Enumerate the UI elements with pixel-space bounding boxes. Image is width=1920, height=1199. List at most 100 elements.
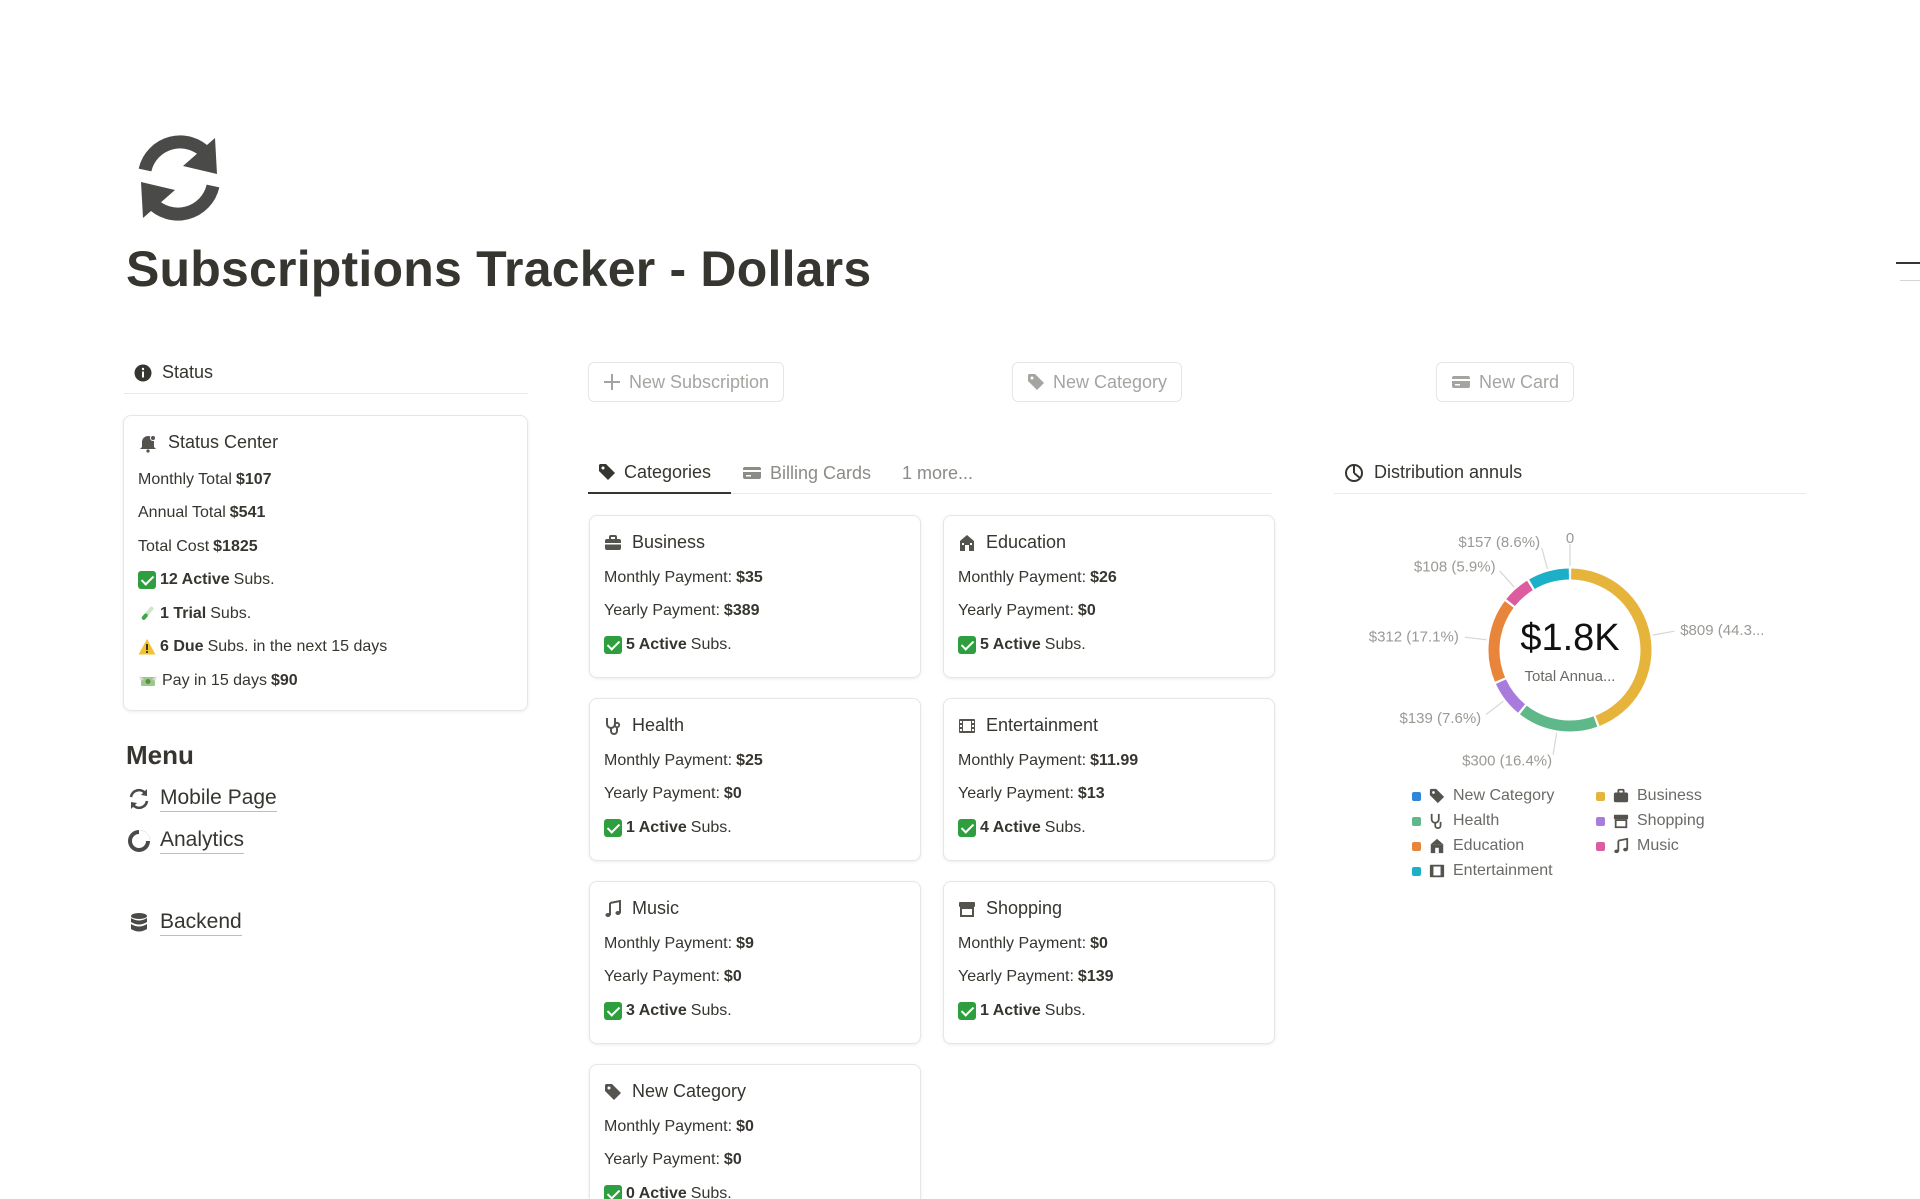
annual-total-value: $541 (229, 504, 266, 522)
legend-item-education[interactable]: Education (1412, 837, 1524, 855)
tab-billing-cards[interactable]: Billing Cards (742, 452, 871, 494)
refresh-arrows-icon (138, 135, 220, 221)
legend-swatch (1596, 791, 1605, 801)
stethoscope-icon (606, 717, 621, 735)
yearly-payment-row: Yearly Payment: $139 (958, 961, 1260, 995)
category-name: New Category (632, 1081, 747, 1101)
yearly-payment-label: Yearly Payment: (958, 785, 1074, 803)
annual-total-line: Annual Total $541 (138, 497, 513, 531)
category-title: Music (604, 898, 906, 919)
briefcase-icon (605, 534, 621, 550)
donut-slice-music[interactable] (1506, 580, 1533, 607)
legend-item-new-category[interactable]: New Category (1412, 787, 1554, 805)
monthly-payment-row: Monthly Payment: $26 (958, 561, 1260, 595)
yearly-payment-value: $139 (1077, 968, 1114, 986)
yearly-payment-row: Yearly Payment: $0 (604, 1144, 906, 1178)
view-tabs: Categories Billing Cards 1 more... (588, 452, 1272, 494)
active-subs-row: 3 Active Subs. (604, 994, 906, 1028)
donut-center-label: Total Annua... (1525, 668, 1616, 685)
new-category-button[interactable]: New Category (1012, 362, 1183, 402)
pie-chart-icon (1345, 463, 1363, 482)
category-title: Health (604, 715, 906, 736)
status-center-label: Status Center (168, 432, 279, 452)
monthly-payment-row: Monthly Payment: $9 (604, 927, 906, 961)
donut-slice-education[interactable] (1488, 601, 1514, 682)
pay-15-days-value: $90 (270, 671, 298, 689)
money-wings-icon (139, 675, 157, 686)
leader-line-music (1499, 570, 1515, 588)
menu-item-label[interactable]: Analytics (160, 828, 245, 854)
category-card-health[interactable]: Health Monthly Payment: $25 Yearly Paymen… (589, 698, 921, 861)
donut-slice-shopping[interactable] (1495, 679, 1526, 713)
donut-chart[interactable]: $809 (44.3... $300 (16.4%) $139 (7.6%) $312… (1334, 520, 1806, 880)
tag-icon (1429, 788, 1445, 804)
legend-item-entertainment[interactable]: Entertainment (1412, 862, 1553, 880)
subs-label: Subs. (690, 1001, 732, 1019)
status-center-card[interactable]: Status Center Monthly Total $107 Annual … (123, 415, 528, 711)
tab-more[interactable]: 1 more... (902, 462, 974, 483)
store-icon (1613, 814, 1629, 829)
monthly-payment-value: $11.99 (1090, 751, 1139, 769)
yearly-payment-label: Yearly Payment: (604, 602, 720, 620)
monthly-payment-label: Monthly Payment: (958, 934, 1087, 952)
active-count: 3 Active (626, 1001, 687, 1019)
legend-swatch (1412, 791, 1421, 801)
pay-15-days-line: Pay in 15 days $90 (138, 664, 513, 698)
category-card-education[interactable]: Education Monthly Payment: $26 Yearly Pay… (943, 515, 1275, 678)
active-subs-row: 0 Active Subs. (604, 1177, 906, 1199)
active-subs-row: 1 Active Subs. (958, 994, 1260, 1028)
category-title: New Category (604, 1081, 906, 1102)
due-subs-suffix: Subs. in the next 15 days (207, 638, 388, 656)
refresh-icon (129, 788, 149, 810)
total-cost-value: $1825 (213, 537, 258, 555)
legend-item-shopping[interactable]: Shopping (1596, 812, 1705, 830)
category-card-entertainment[interactable]: Entertainment Monthly Payment: $11.99 Yea… (943, 698, 1275, 861)
active-count: 4 Active (980, 818, 1041, 836)
page-title: Subscriptions Tracker - Dollars (126, 241, 872, 297)
new-card-button[interactable]: New Card (1436, 362, 1575, 402)
donut-slice-health[interactable] (1519, 705, 1598, 732)
menu-item-backend[interactable]: Backend (128, 910, 242, 936)
yearly-payment-label: Yearly Payment: (604, 1151, 720, 1169)
monthly-total-line: Monthly Total $107 (138, 463, 513, 497)
monthly-payment-value: $0 (1090, 934, 1108, 952)
tab-categories-label: Categories (624, 461, 712, 482)
category-name: Education (986, 532, 1067, 552)
monthly-payment-label: Monthly Payment: (958, 751, 1087, 769)
bell-icon (140, 434, 156, 453)
due-subs-line: 6 Due Subs. in the next 15 days (138, 631, 513, 665)
scroll-indicator[interactable] (1896, 262, 1920, 264)
info-icon (134, 364, 152, 381)
menu-title: Menu (126, 740, 194, 770)
donut-center-value: $1.8K (1520, 617, 1619, 659)
new-subscription-button[interactable]: New Subscription (588, 362, 785, 402)
menu-item-mobile-page[interactable]: Mobile Page (128, 786, 277, 812)
monthly-payment-label: Monthly Payment: (958, 568, 1087, 586)
active-count: 0 Active (626, 1184, 687, 1199)
active-subs-line: 12 Active Subs. (138, 564, 513, 598)
active-count: 1 Active (980, 1001, 1041, 1019)
film-icon (959, 718, 975, 733)
test-tube-icon (141, 606, 154, 620)
scroll-indicator-track (1900, 280, 1920, 281)
legend-item-health[interactable]: Health (1412, 812, 1499, 830)
menu-item-label[interactable]: Backend (160, 910, 242, 936)
yearly-payment-row: Yearly Payment: $0 (958, 595, 1260, 629)
menu-item-analytics[interactable]: Analytics (128, 828, 245, 854)
subs-label: Subs. (1044, 1001, 1086, 1019)
subs-label: Subs. (690, 1184, 732, 1199)
menu-item-label[interactable]: Mobile Page (160, 786, 277, 812)
category-card-shopping[interactable]: Shopping Monthly Payment: $0 Yearly Payme… (943, 881, 1275, 1044)
category-card-business[interactable]: Business Monthly Payment: $35 Yearly Paym… (589, 515, 921, 678)
donut-slice-entertainment[interactable] (1529, 568, 1570, 590)
category-card-new-category[interactable]: New Category Monthly Payment: $0 Yearly P… (589, 1064, 921, 1199)
leader-line-education (1464, 636, 1487, 641)
legend-swatch (1596, 841, 1605, 851)
legend-item-music[interactable]: Music (1596, 837, 1679, 855)
active-count: 5 Active (980, 635, 1041, 653)
legend-item-business[interactable]: Business (1596, 787, 1702, 805)
donut-slice-business[interactable] (1570, 568, 1652, 726)
category-card-music[interactable]: Music Monthly Payment: $9 Yearly Payment:… (589, 881, 921, 1044)
tab-categories[interactable]: Categories (588, 452, 731, 494)
legend-swatch (1412, 866, 1421, 876)
